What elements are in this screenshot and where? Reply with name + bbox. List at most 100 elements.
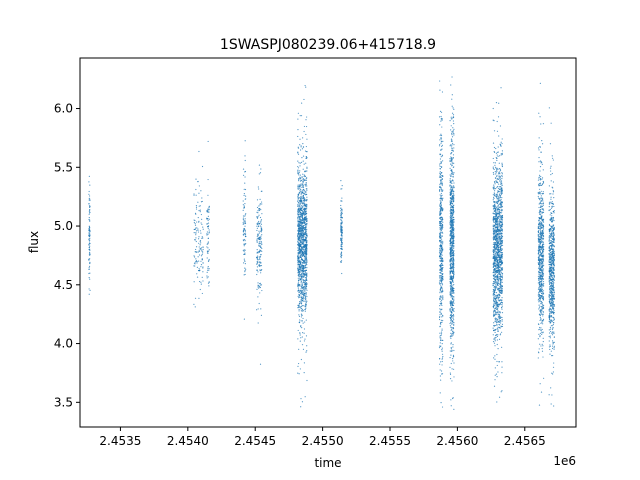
data-point bbox=[301, 299, 303, 301]
data-point bbox=[207, 194, 209, 196]
data-point bbox=[494, 228, 496, 230]
data-point bbox=[304, 175, 307, 178]
data-point bbox=[450, 233, 452, 235]
data-point bbox=[297, 259, 299, 261]
data-point bbox=[493, 213, 496, 215]
data-point bbox=[450, 303, 452, 305]
data-point bbox=[441, 184, 443, 187]
data-point bbox=[494, 297, 496, 299]
data-point bbox=[298, 179, 300, 182]
data-point bbox=[501, 177, 503, 180]
data-point bbox=[88, 233, 90, 235]
data-point bbox=[501, 320, 503, 322]
data-point bbox=[498, 235, 500, 237]
data-point bbox=[441, 328, 443, 330]
data-point bbox=[452, 266, 454, 268]
data-point bbox=[449, 277, 451, 280]
data-point bbox=[261, 203, 263, 205]
data-point bbox=[244, 271, 246, 273]
data-point bbox=[299, 251, 301, 254]
data-point bbox=[340, 234, 342, 237]
data-point bbox=[297, 286, 299, 288]
data-point bbox=[257, 308, 259, 310]
data-point bbox=[452, 213, 455, 215]
data-point bbox=[261, 213, 263, 215]
data-point bbox=[451, 252, 454, 254]
data-point bbox=[439, 309, 442, 311]
data-point bbox=[297, 128, 299, 131]
data-point bbox=[449, 201, 451, 203]
data-point bbox=[242, 200, 244, 202]
data-point bbox=[449, 159, 451, 162]
data-point bbox=[500, 183, 502, 185]
data-point bbox=[498, 361, 500, 363]
data-point bbox=[301, 269, 303, 272]
data-point bbox=[299, 203, 301, 205]
data-point bbox=[198, 260, 200, 262]
data-point bbox=[439, 209, 442, 211]
data-point bbox=[440, 260, 442, 262]
data-point bbox=[439, 369, 441, 371]
data-point bbox=[441, 208, 443, 210]
data-point bbox=[540, 273, 542, 275]
data-point bbox=[300, 196, 302, 198]
data-point bbox=[497, 303, 499, 305]
data-point bbox=[297, 200, 299, 202]
data-point bbox=[496, 259, 498, 261]
data-point bbox=[500, 153, 502, 155]
data-point bbox=[492, 257, 494, 259]
data-point bbox=[244, 159, 246, 162]
data-point bbox=[501, 165, 504, 168]
data-point bbox=[298, 305, 300, 307]
data-point bbox=[501, 150, 504, 152]
data-point bbox=[441, 225, 443, 227]
data-point bbox=[451, 297, 454, 299]
data-point bbox=[198, 269, 200, 272]
data-point bbox=[196, 276, 199, 278]
data-point bbox=[452, 203, 454, 205]
data-point bbox=[450, 249, 453, 251]
data-point bbox=[494, 324, 497, 327]
data-point bbox=[341, 225, 343, 227]
data-point bbox=[305, 228, 307, 230]
data-point bbox=[341, 231, 343, 233]
data-point bbox=[439, 255, 441, 257]
data-point bbox=[492, 277, 495, 280]
data-point bbox=[494, 238, 496, 240]
data-point bbox=[499, 283, 501, 285]
data-point bbox=[208, 260, 210, 262]
data-point bbox=[495, 306, 497, 308]
data-point bbox=[341, 210, 343, 212]
data-point bbox=[439, 229, 441, 231]
data-point bbox=[198, 192, 200, 194]
data-point bbox=[453, 331, 455, 333]
data-point bbox=[498, 172, 500, 174]
data-point bbox=[495, 321, 497, 323]
data-point bbox=[450, 188, 452, 190]
data-point bbox=[258, 188, 260, 190]
data-point bbox=[501, 230, 503, 232]
data-point bbox=[440, 236, 442, 239]
data-point bbox=[88, 226, 91, 228]
data-point bbox=[257, 296, 259, 298]
data-point bbox=[500, 221, 502, 224]
data-point bbox=[440, 111, 443, 113]
data-point bbox=[302, 279, 304, 281]
data-point bbox=[260, 262, 262, 264]
data-point bbox=[297, 237, 299, 239]
data-point bbox=[439, 213, 441, 215]
data-point bbox=[451, 185, 453, 187]
data-point bbox=[493, 296, 495, 298]
data-point bbox=[340, 218, 342, 221]
data-point bbox=[306, 345, 308, 347]
data-point bbox=[297, 241, 299, 243]
data-point bbox=[340, 180, 342, 182]
data-point bbox=[438, 281, 441, 283]
data-point bbox=[242, 262, 245, 264]
data-point bbox=[256, 199, 259, 201]
data-point bbox=[194, 306, 196, 308]
data-point bbox=[492, 334, 494, 336]
data-point bbox=[297, 281, 300, 283]
data-point bbox=[441, 119, 443, 121]
data-point bbox=[494, 202, 496, 204]
